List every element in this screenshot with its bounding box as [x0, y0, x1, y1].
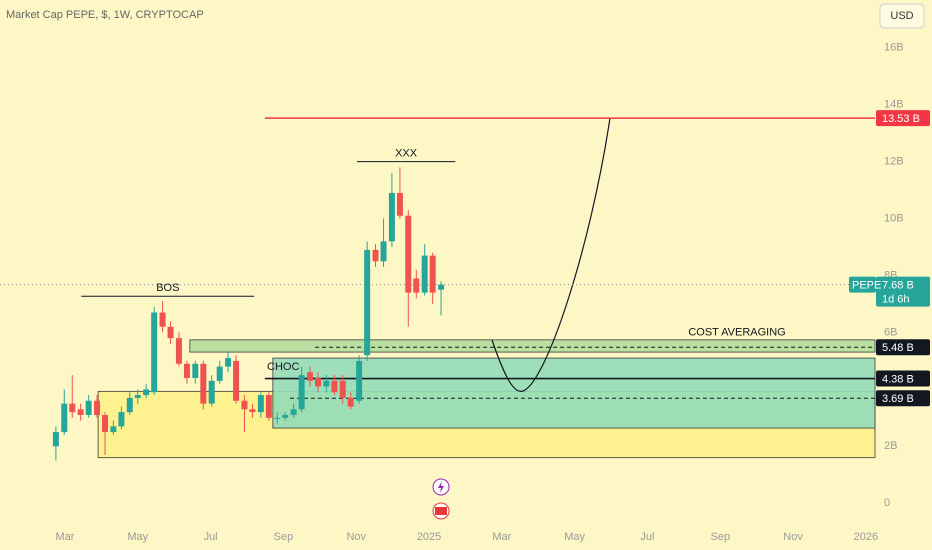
x-tick-label: Mar	[56, 531, 75, 543]
x-tick-label: Nov	[783, 531, 803, 543]
candle-body	[167, 326, 174, 339]
candle-body	[339, 380, 346, 398]
candle-body	[249, 409, 256, 413]
candle-body	[151, 312, 158, 393]
plot: BOS XXX CHOC COST AVERAGING	[0, 117, 875, 461]
candle-body	[356, 360, 363, 401]
candle-body	[274, 417, 281, 419]
price-tag-label: 3.69 B	[882, 393, 914, 405]
candle-body	[102, 414, 109, 433]
currency-label[interactable]: USD	[890, 10, 913, 22]
candle-body	[208, 380, 215, 404]
candle-body	[200, 363, 207, 404]
candle-body	[77, 409, 84, 415]
zone	[189, 339, 876, 353]
last-price-label: 7.68 B	[882, 280, 914, 292]
candle-body	[257, 395, 264, 413]
candle-body	[290, 409, 297, 415]
lightning-icon	[438, 481, 444, 493]
y-tick-label: 12B	[884, 156, 904, 168]
y-tick-label: 10B	[884, 212, 904, 224]
zones	[97, 339, 876, 459]
candle-body	[413, 278, 420, 293]
candle-body	[143, 389, 150, 396]
x-tick-label: Jul	[640, 531, 654, 543]
candle-body	[421, 255, 428, 293]
zone	[272, 357, 876, 429]
candle-body	[175, 338, 182, 364]
candle-body	[372, 249, 379, 262]
candle-body	[126, 397, 133, 413]
annotation-label: COST AVERAGING	[688, 326, 785, 338]
chart-title: Market Cap PEPE, $, 1W, CRYPTOCAP	[6, 9, 204, 21]
currency-button[interactable]	[879, 3, 925, 29]
price-tag	[876, 339, 930, 356]
candle-body	[314, 377, 321, 387]
candle-body	[225, 358, 232, 367]
y-tick-label: 2B	[884, 440, 897, 452]
candle-body	[282, 414, 289, 418]
annotation-label: XXX	[395, 148, 418, 160]
candle-body	[364, 249, 371, 356]
price-tag-label: 13.53 B	[882, 113, 920, 125]
candle-body	[241, 400, 248, 410]
candle-body	[429, 255, 436, 293]
y-tick-label: 0	[884, 497, 890, 509]
candle-body	[85, 400, 92, 415]
candle-body	[94, 400, 101, 415]
price-tag	[876, 110, 930, 127]
candle-body	[323, 380, 330, 387]
countdown-label: 1d 6h	[882, 294, 910, 306]
annotation-label: CHOC	[267, 361, 299, 373]
candle-body	[438, 284, 445, 290]
candle-body	[159, 312, 166, 327]
x-tick-label: Sep	[710, 531, 730, 543]
x-tick-label: Mar	[492, 531, 511, 543]
candle-body	[233, 360, 240, 401]
x-tick-label: Jul	[204, 531, 218, 543]
candle-body	[298, 375, 305, 410]
price-tag-label: 4.38 B	[882, 373, 914, 385]
candle-body	[61, 403, 68, 433]
price-tag	[876, 370, 930, 387]
x-tick-label: May	[127, 531, 148, 543]
candle-body	[69, 403, 76, 413]
candle-body	[380, 241, 387, 262]
candle-body	[52, 432, 59, 447]
candle-body	[388, 192, 395, 242]
x-tick-label: 2026	[854, 531, 878, 543]
candle-body	[118, 412, 125, 427]
candle-body	[134, 395, 141, 398]
candle-body	[306, 372, 313, 381]
candle-body	[192, 363, 199, 378]
annotation-label: BOS	[156, 282, 179, 294]
candle-body	[331, 380, 338, 393]
candle-body	[183, 363, 190, 378]
series-tag	[849, 276, 876, 293]
candle-body	[396, 192, 403, 216]
y-tick-label: 16B	[884, 42, 904, 54]
flag-icon	[435, 507, 447, 515]
y-tick-label: 6B	[884, 326, 897, 338]
x-tick-label: Nov	[346, 531, 366, 543]
price-tag	[876, 390, 930, 407]
candle-body	[405, 215, 412, 293]
x-tick-label: May	[564, 531, 585, 543]
candle-body	[216, 366, 223, 381]
y-tick-label: 14B	[884, 99, 904, 111]
last-price-tag	[876, 276, 930, 307]
x-tick-label: Sep	[274, 531, 294, 543]
candle-body	[347, 397, 354, 407]
candle-body	[110, 426, 117, 433]
price-tag-label: 5.48 B	[882, 342, 914, 354]
series-name: PEPE	[852, 280, 881, 292]
x-tick-label: 2025	[417, 531, 441, 543]
candle-body	[265, 395, 272, 418]
